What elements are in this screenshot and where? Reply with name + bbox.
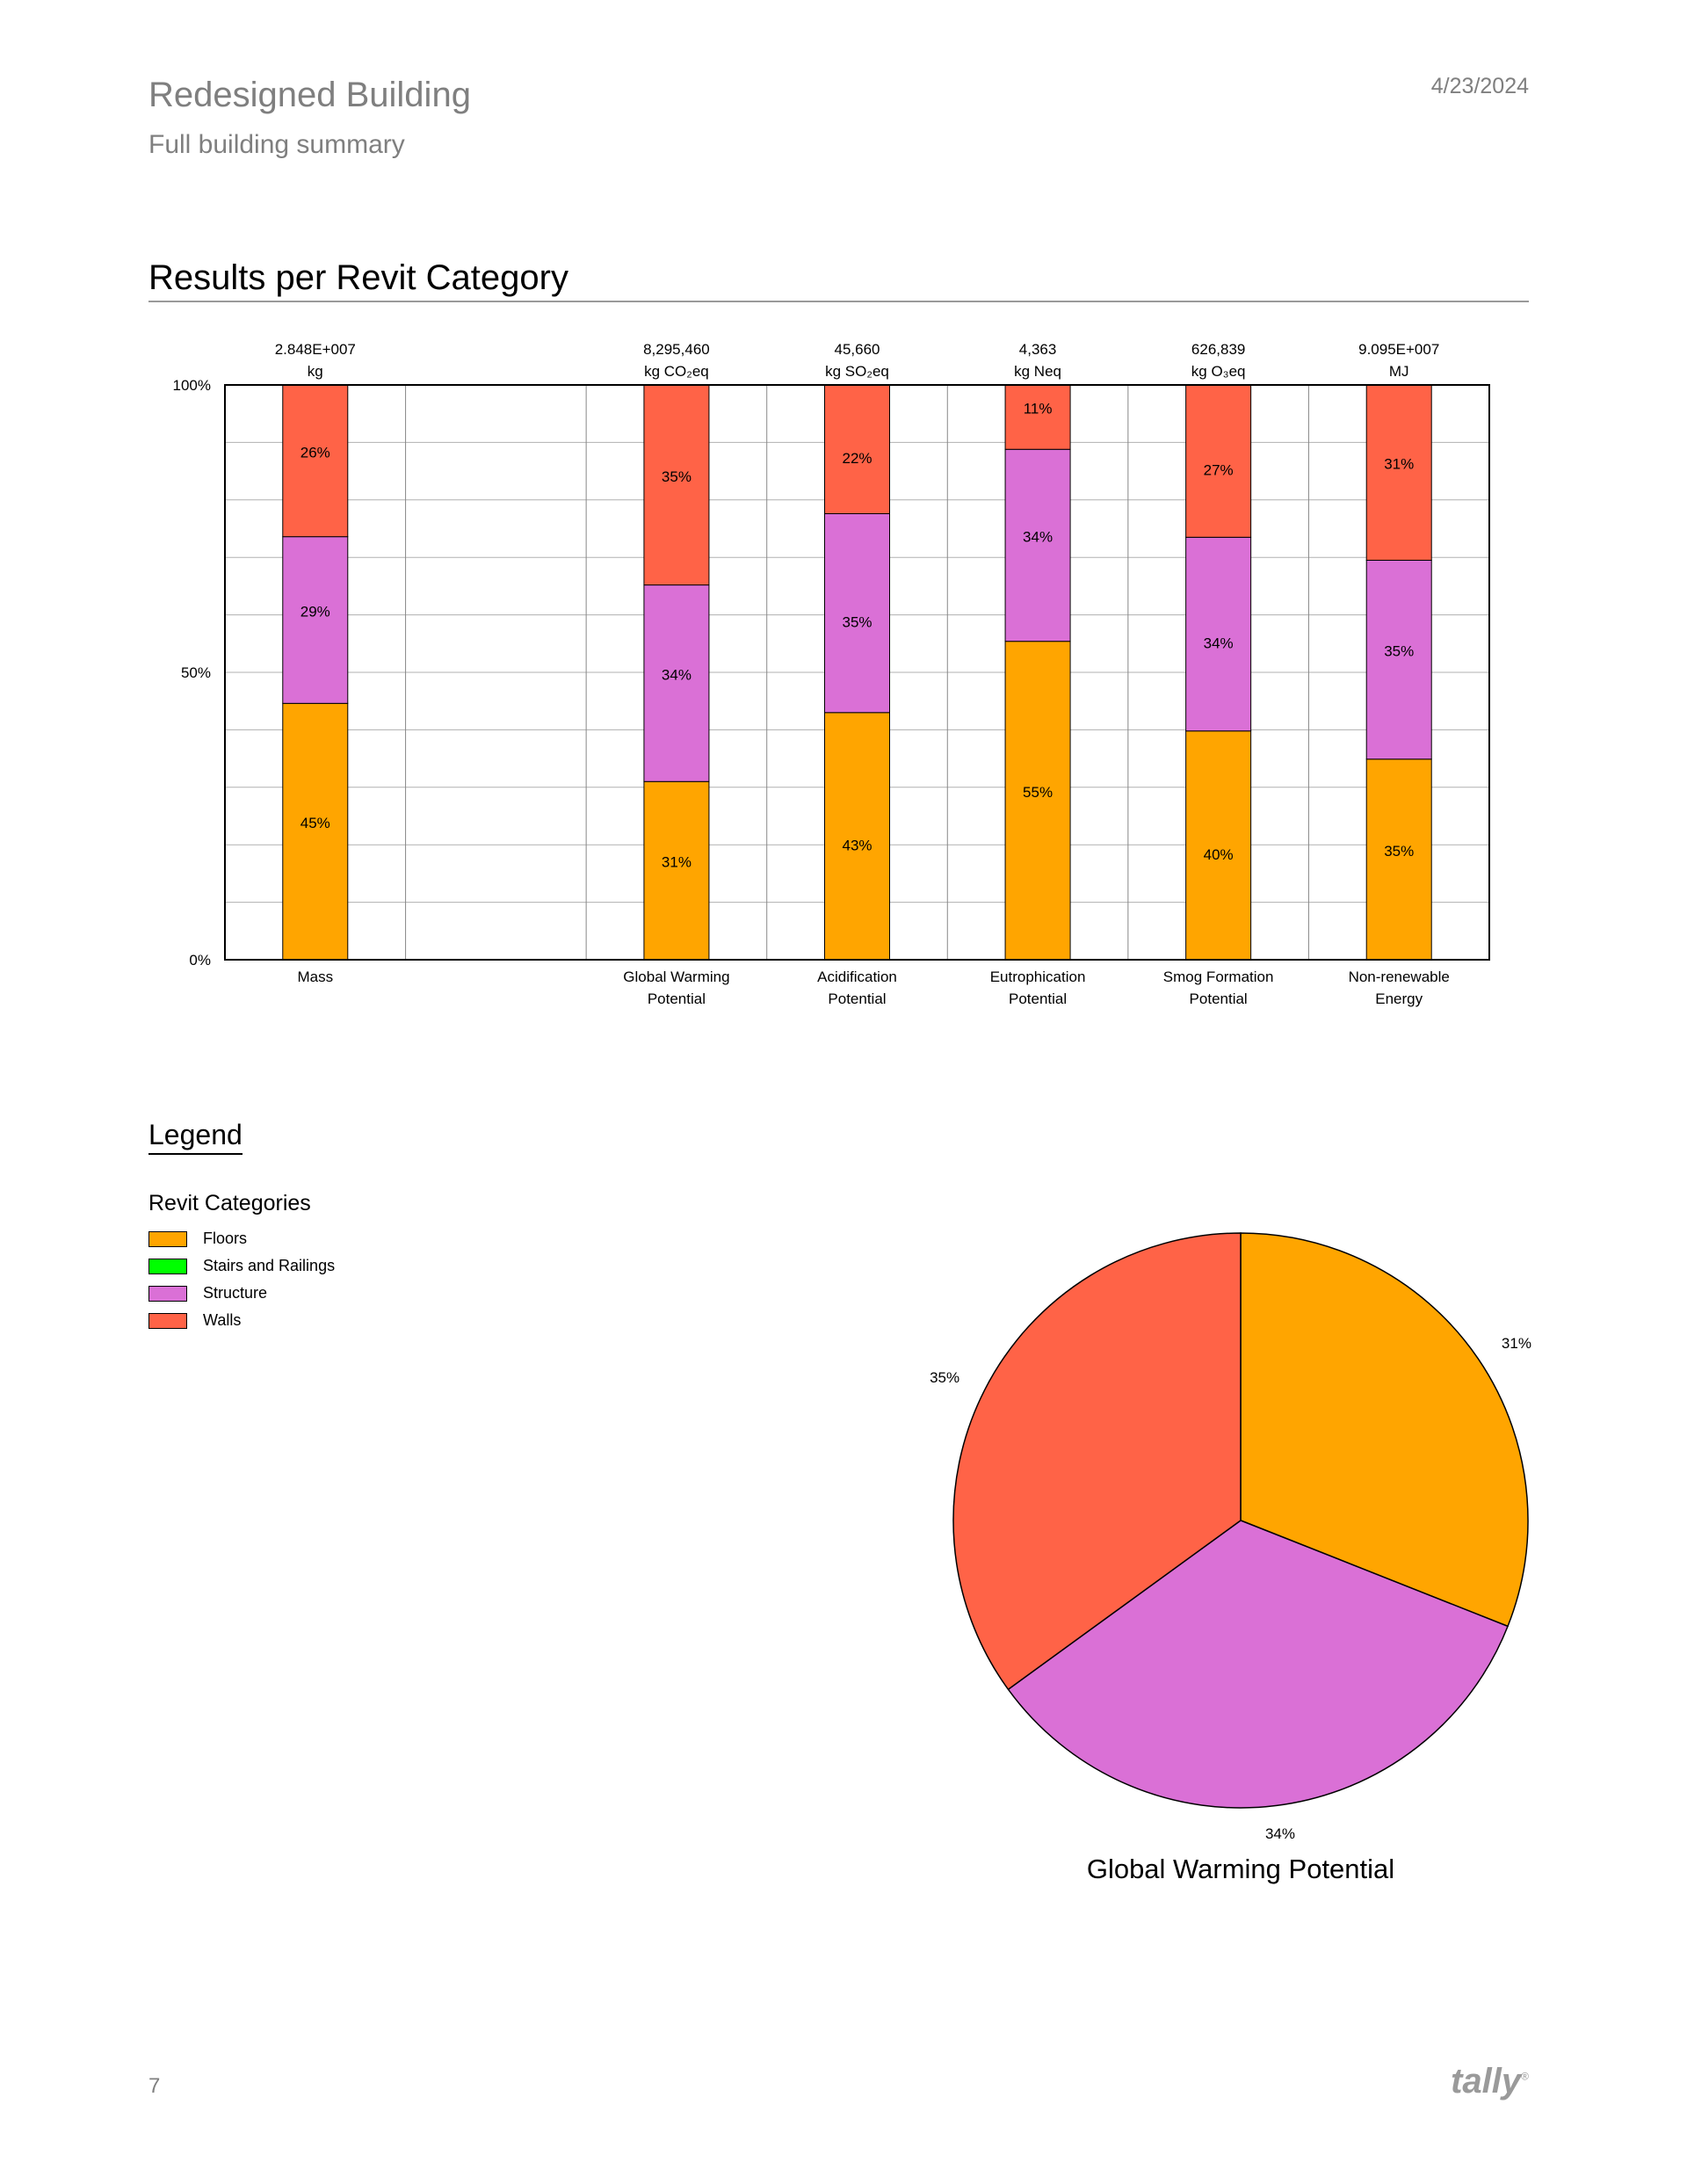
bar-segment-structure — [1004, 448, 1071, 642]
data-label: 11% — [1024, 401, 1053, 417]
page-number: 7 — [148, 2074, 161, 2098]
y-tick-label: 100% — [173, 377, 211, 394]
bar-segment-walls — [282, 384, 349, 538]
category-total: 4,363 — [1019, 341, 1057, 358]
bar-segment-floors — [1185, 730, 1252, 961]
data-label: 35% — [1384, 643, 1414, 660]
data-label: 40% — [1204, 846, 1234, 863]
section-title: Results per Revit Category — [148, 258, 568, 297]
x-tick-label: Potential — [1190, 990, 1248, 1007]
category-total: 9.095E+007 — [1358, 341, 1439, 358]
bar-segment-floors — [824, 712, 890, 961]
x-tick-label: Energy — [1375, 990, 1423, 1007]
page-subtitle: Full building summary — [148, 130, 405, 159]
legend-label: Stairs and Railings — [203, 1257, 336, 1274]
legend-subtitle: Revit Categories — [148, 1191, 311, 1215]
data-label: 45% — [300, 815, 330, 831]
legend-label: Walls — [203, 1311, 242, 1329]
data-label: 35% — [842, 614, 872, 631]
bar-segment-structure — [1185, 536, 1252, 732]
y-tick-label: 50% — [181, 664, 211, 681]
pie-slice-floors — [1240, 1232, 1529, 1628]
legend-title: Legend — [148, 1118, 243, 1155]
x-tick-label: Potential — [828, 990, 886, 1007]
bar-segment-walls — [1004, 384, 1071, 450]
legend-item-walls: Walls — [148, 1307, 335, 1334]
data-label: 27% — [1204, 462, 1234, 479]
category-total: 8,295,460 — [643, 341, 710, 358]
bar-segment-walls — [643, 384, 710, 586]
bar-segment-floors — [1365, 758, 1432, 961]
x-tick-label: Global Warming — [623, 969, 729, 985]
bar-segment-floors — [282, 702, 349, 961]
pie-label: 34% — [1265, 1825, 1295, 1842]
category-unit: kg CO₂eq — [644, 363, 709, 380]
legend-list: Floors Stairs and Railings Structure Wal… — [148, 1225, 335, 1334]
data-label: 34% — [1204, 635, 1234, 652]
pie-title: Global Warming Potential — [1087, 1854, 1394, 1884]
data-label: 22% — [842, 450, 872, 467]
legend-label: Structure — [203, 1284, 268, 1302]
category-total: 626,839 — [1191, 341, 1245, 358]
legend-item-floors: Floors — [148, 1225, 335, 1252]
stacked-bar-chart: 45% 29% 26% 2.848E+007 kg Mass 31% 34% 35% 8,295,… — [173, 341, 1490, 1007]
pie-chart: 31% 34% 35% Global Warming Potential — [930, 1232, 1531, 1884]
x-tick-label: Acidification — [817, 969, 897, 985]
category-unit: MJ — [1389, 363, 1409, 380]
x-tick-label: Potential — [1009, 990, 1067, 1007]
category-total: 2.848E+007 — [275, 341, 356, 358]
pie-slice-walls — [952, 1232, 1242, 1691]
pie-label: 35% — [930, 1369, 959, 1386]
data-label: 55% — [1023, 784, 1053, 801]
y-tick-label: 0% — [189, 952, 211, 969]
legend-swatch-floors — [148, 1230, 187, 1247]
data-label: 26% — [300, 444, 330, 461]
pie-slice-structure — [1007, 1520, 1510, 1809]
bar-segment-floors — [643, 780, 710, 961]
data-label: 35% — [1384, 843, 1414, 860]
data-label: 29% — [300, 603, 330, 620]
x-tick-label: Smog Formation — [1163, 969, 1274, 985]
legend-swatch-structure — [148, 1285, 187, 1302]
bar-segment-walls — [1365, 384, 1432, 561]
tally-logo: tally® — [1451, 2062, 1529, 2101]
x-tick-label: Mass — [297, 969, 333, 985]
bar-segment-structure — [1365, 559, 1432, 760]
data-label: 35% — [662, 468, 691, 485]
data-label: 43% — [842, 837, 872, 853]
category-unit: kg Neq — [1014, 363, 1061, 380]
category-unit: kg — [308, 363, 323, 380]
x-tick-label: Eutrophication — [990, 969, 1086, 985]
registered-mark: ® — [1521, 2070, 1529, 2083]
x-tick-label: Potential — [648, 990, 706, 1007]
pie-label: 31% — [1502, 1335, 1531, 1352]
data-label: 31% — [662, 854, 691, 871]
data-label: 34% — [662, 666, 691, 683]
page-title: Redesigned Building — [148, 76, 471, 114]
category-unit: kg SO₂eq — [825, 363, 889, 380]
legend-swatch-stairs-and-railings — [148, 1258, 187, 1274]
report-date: 4/23/2024 — [1430, 74, 1529, 98]
legend-label: Floors — [203, 1230, 248, 1247]
legend-item-structure: Structure — [148, 1280, 335, 1307]
data-label: 31% — [1384, 456, 1414, 473]
section-divider — [148, 301, 1529, 302]
category-total: 45,660 — [835, 341, 880, 358]
bar-segment-walls — [1185, 384, 1252, 538]
bar-segment-structure — [824, 512, 890, 714]
bar-segment-structure — [643, 584, 710, 782]
plot-frame — [224, 384, 1490, 961]
category-unit: kg O₃eq — [1191, 363, 1246, 380]
data-label: 34% — [1023, 528, 1053, 545]
bar-segment-structure — [282, 536, 349, 704]
legend-item-stairs-and-railings: Stairs and Railings — [148, 1252, 335, 1280]
bar-segment-walls — [824, 384, 890, 514]
logo-text: tally — [1451, 2062, 1522, 2101]
legend-swatch-walls — [148, 1312, 187, 1329]
x-tick-label: Non-renewable — [1349, 969, 1450, 985]
